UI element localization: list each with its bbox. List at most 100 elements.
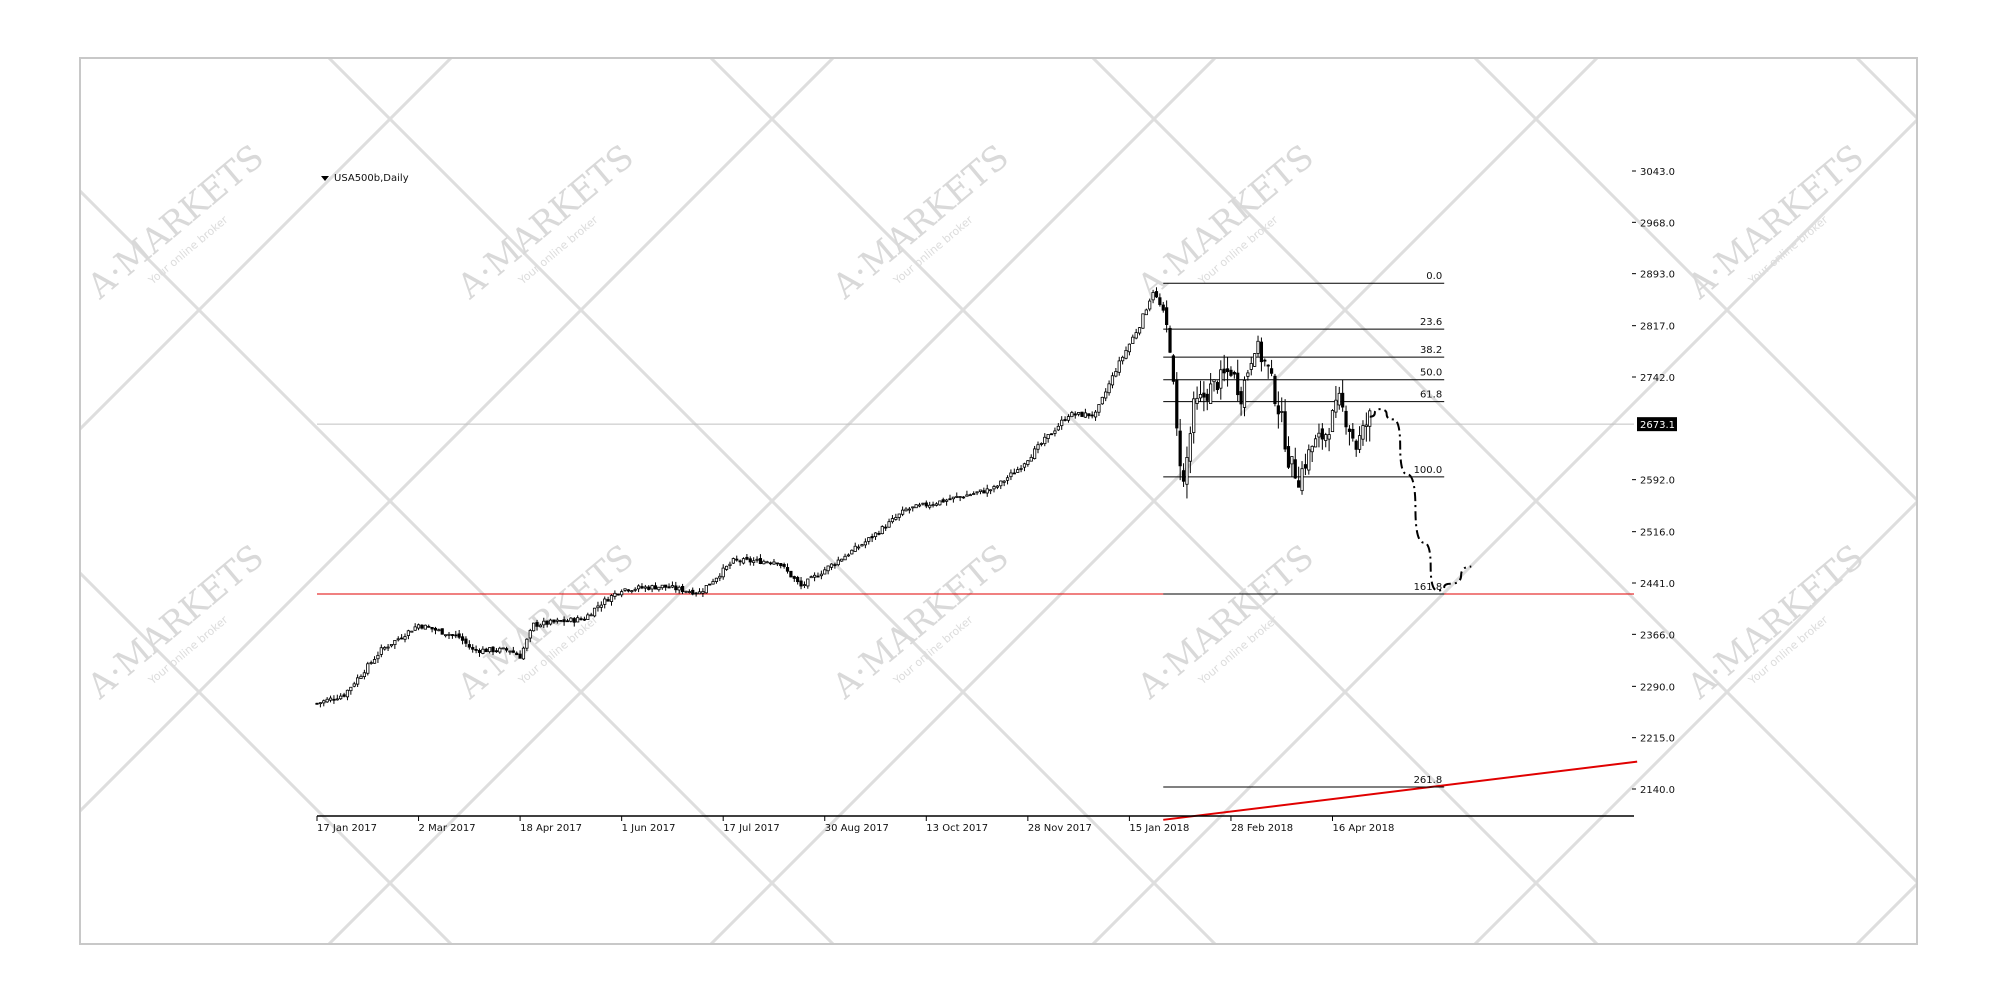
candle-body — [978, 489, 983, 492]
watermark-grid — [81, 59, 1916, 943]
candle-body — [812, 574, 817, 578]
candle-body — [1266, 364, 1270, 367]
candle-body — [518, 653, 522, 659]
watermark-line — [709, 59, 1599, 943]
chart-title-text: USA500b,Daily — [334, 173, 409, 184]
candle-body — [460, 636, 465, 641]
y-tick-label: 2366.0 — [1640, 630, 1675, 641]
candle-body — [1320, 428, 1324, 440]
fib-level-label: 61.8 — [1420, 390, 1442, 401]
candle-body — [1276, 405, 1280, 415]
candle-body — [948, 498, 952, 501]
candle-body — [1019, 468, 1023, 470]
candle-body — [1307, 449, 1311, 471]
candle-body — [680, 586, 685, 592]
x-tick-label: 1 Jun 2017 — [622, 823, 676, 834]
candle-body — [829, 563, 834, 568]
candle-body — [1148, 300, 1152, 310]
candle-body — [823, 569, 827, 575]
projection-path[interactable] — [1369, 408, 1472, 592]
candle-body — [606, 599, 610, 602]
candle-body — [1036, 444, 1040, 450]
candle-body — [1273, 375, 1277, 405]
candle-body — [806, 578, 810, 587]
candle-body — [498, 647, 502, 653]
candle-body — [444, 634, 448, 637]
fib-level-label: 261.8 — [1414, 775, 1443, 786]
candle-body — [545, 620, 549, 625]
watermark-line — [81, 59, 835, 813]
candle-body — [447, 633, 451, 636]
candle-body — [332, 698, 336, 701]
candle-body — [555, 619, 559, 622]
trend-line — [1163, 760, 1638, 821]
candle-body — [1124, 350, 1128, 359]
candle-body — [1134, 332, 1138, 339]
candle-body — [758, 558, 763, 565]
candle-body — [697, 591, 702, 595]
candle-body — [711, 581, 715, 585]
candle-body — [1324, 434, 1328, 441]
candle-body — [846, 554, 851, 557]
candle-body — [454, 634, 458, 637]
fibonacci-retracement[interactable]: 0.0 23.6 38.2 50.0 61.8 100.0 161.8 261.8 — [1163, 271, 1445, 788]
candle-body — [1313, 438, 1318, 448]
watermark-brand: A·MARKETS — [1679, 537, 1871, 707]
candle-body — [1246, 372, 1250, 377]
candle-body — [559, 620, 563, 622]
candle-body — [799, 580, 803, 587]
candle-body — [1253, 353, 1257, 367]
candle-body — [494, 650, 499, 653]
candle-body — [1063, 419, 1067, 421]
candle-body — [1175, 379, 1179, 429]
candle-body — [1097, 404, 1101, 413]
candle-body — [596, 605, 600, 609]
candle-body — [369, 662, 373, 664]
candle-body — [325, 698, 329, 703]
candle-body — [609, 595, 614, 602]
candle-body — [752, 560, 756, 563]
candle-body — [504, 648, 509, 651]
candle-body — [772, 561, 776, 565]
candle-body — [701, 591, 705, 594]
candle-body — [535, 622, 539, 627]
candle-body — [972, 493, 976, 495]
candle-body — [599, 604, 603, 608]
candle-body — [653, 585, 658, 590]
candle-body — [440, 628, 444, 635]
candle-body — [1178, 430, 1182, 467]
watermark-line — [81, 571, 453, 943]
x-tick-label: 17 Jan 2017 — [317, 823, 377, 834]
candle-body — [840, 558, 844, 562]
candle-body — [985, 488, 989, 494]
candle-body — [860, 544, 864, 547]
candle-body — [873, 532, 878, 538]
y-tick-label: 2893.0 — [1640, 270, 1675, 281]
chart-title[interactable]: USA500b,Daily — [321, 173, 409, 184]
candle-body — [1168, 327, 1172, 353]
candle-body — [928, 504, 932, 508]
x-axis-labels: 17 Jan 2017 2 Mar 2017 18 Apr 2017 1 Jun 20… — [316, 816, 1394, 834]
candle-body — [376, 654, 380, 660]
candle-body — [410, 630, 414, 633]
candle-body — [620, 591, 624, 596]
candle-body — [383, 647, 387, 650]
candle-body — [1229, 369, 1233, 376]
candle-body — [538, 624, 543, 628]
candle-body — [640, 586, 644, 589]
candle-body — [406, 630, 410, 636]
candle-body — [718, 575, 722, 579]
dropdown-triangle-icon[interactable] — [321, 176, 329, 181]
candle-body — [853, 545, 857, 552]
candle-body — [1137, 327, 1142, 334]
candle-body — [968, 494, 972, 497]
candle-body — [789, 570, 793, 578]
candle-body — [488, 647, 492, 653]
candle-body — [1087, 413, 1091, 417]
candle-body — [931, 504, 935, 507]
candle-body — [1303, 464, 1308, 469]
candle-body — [670, 585, 675, 588]
candle-body — [1026, 460, 1030, 465]
